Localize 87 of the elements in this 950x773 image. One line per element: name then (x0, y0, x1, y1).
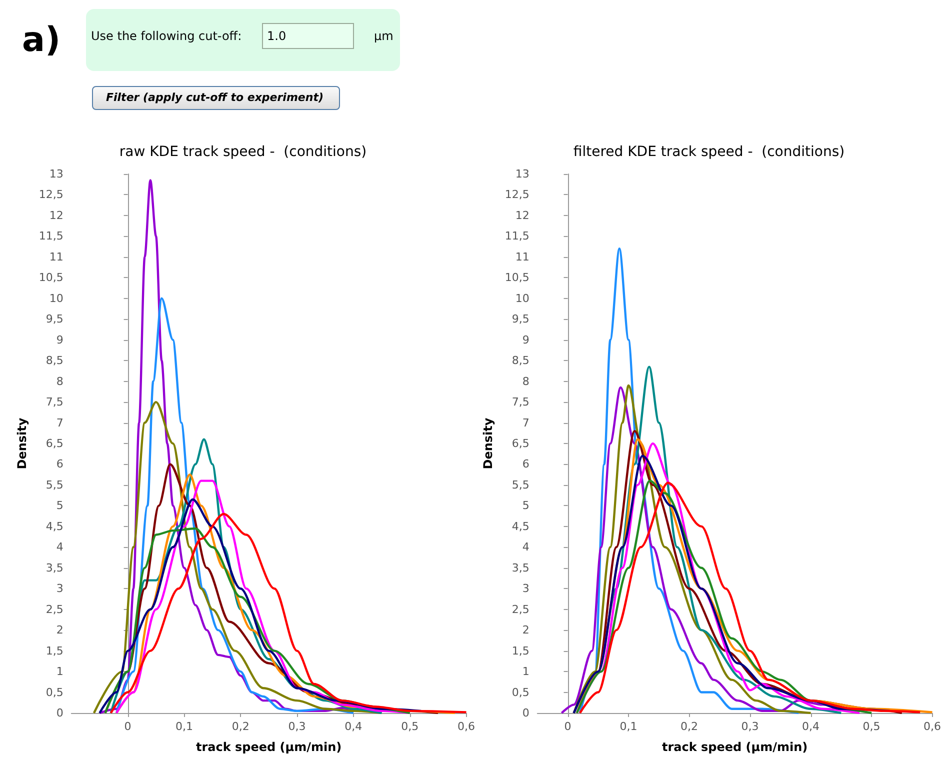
y-tick-label: 3,5 (512, 561, 530, 574)
settings-panel: Use the following cut-off: 1.0 µm (86, 9, 400, 71)
y-tick-label: 9 (56, 333, 64, 346)
y-tick-label: 3,5 (46, 561, 64, 574)
chart-title: raw KDE track speed - (conditions) (119, 144, 367, 160)
y-tick-label: 2,5 (512, 602, 530, 616)
y-tick-label: 12 (515, 208, 530, 222)
y-tick-label: 13 (515, 168, 530, 180)
line-series (572, 384, 812, 714)
y-tick-label: 8,5 (512, 354, 530, 368)
y-tick-label: 7 (522, 416, 530, 430)
y-tick-label: 8 (56, 374, 64, 388)
y-tick-label: 7,5 (46, 396, 64, 409)
line-series (104, 527, 411, 714)
y-tick-label: 9,5 (46, 312, 64, 326)
y-tick-label: 0 (522, 706, 530, 720)
y-tick-label: 8 (522, 374, 530, 388)
y-tick-label: 10 (515, 292, 530, 305)
y-tick-label: 4 (56, 540, 64, 554)
y-tick-label: 11,5 (504, 230, 530, 243)
y-tick-label: 10,5 (504, 271, 530, 284)
y-tick-label: 1,5 (46, 644, 64, 658)
y-tick-label: 4 (522, 540, 530, 554)
line-series (578, 482, 922, 714)
y-tick-label: 5,5 (46, 478, 64, 492)
y-tick-label: 7,5 (512, 396, 530, 409)
y-tick-label: 11 (49, 250, 64, 264)
y-tick-label: 10 (49, 292, 64, 305)
line-series (92, 400, 383, 714)
x-tick-label: 0,3 (741, 720, 759, 733)
y-tick-label: 7 (56, 416, 64, 430)
y-tick-label: 0,5 (512, 686, 530, 699)
x-tick-label: 0,2 (232, 720, 250, 733)
x-tick-label: 0,5 (401, 720, 419, 733)
x-axis-title: track speed (µm/min) (662, 740, 808, 754)
text: a) (22, 20, 60, 60)
y-tick-label: 9 (522, 333, 530, 346)
x-tick-label: 0,1 (175, 720, 193, 733)
y-tick-label: 4,5 (46, 520, 64, 533)
chart-title: filtered KDE track speed - (conditions) (573, 144, 845, 160)
y-tick-label: 1 (522, 665, 530, 678)
y-tick-label: 10,5 (38, 271, 64, 284)
y-tick-label: 1,5 (512, 644, 530, 658)
text: Filter (apply cut-off to experiment) (106, 91, 324, 104)
line-series (98, 498, 422, 714)
y-tick-label: 4,5 (512, 520, 530, 533)
line-series (115, 297, 355, 714)
line-series (110, 512, 468, 714)
x-tick-label: 0,1 (620, 720, 638, 733)
y-tick-label: 13 (49, 168, 64, 180)
y-tick-label: 8,5 (46, 354, 64, 368)
x-tick-label: 0,4 (802, 720, 820, 733)
y-tick-label: 12,5 (504, 188, 530, 202)
y-tick-label: 0 (56, 706, 64, 720)
x-tick-label: 0,4 (344, 720, 362, 733)
y-tick-label: 6,5 (46, 437, 64, 450)
y-tick-label: 5 (56, 499, 64, 512)
y-axis-title: Density (15, 418, 29, 470)
y-axis-title: Density (481, 418, 495, 470)
y-tick-label: 2 (522, 624, 530, 637)
y-tick-label: 6 (522, 458, 530, 471)
x-tick-label: 0,2 (680, 720, 698, 733)
y-tick-label: 2,5 (46, 602, 64, 616)
y-tick-label: 11 (515, 250, 530, 264)
line-series (578, 248, 800, 714)
y-tick-label: 2 (56, 624, 64, 637)
x-tick-label: 0,3 (288, 720, 306, 733)
x-tick-label: 0 (564, 720, 572, 733)
y-tick-label: 12,5 (38, 188, 64, 202)
x-tick-label: 0,6 (458, 720, 476, 733)
y-tick-label: 6,5 (512, 437, 530, 450)
x-axis-title: track speed (µm/min) (196, 740, 342, 754)
y-tick-label: 0,5 (46, 686, 64, 699)
y-tick-label: 9,5 (512, 312, 530, 326)
line-series (115, 480, 411, 714)
y-tick-label: 11,5 (38, 230, 64, 243)
y-tick-label: 6 (56, 458, 64, 471)
y-tick-label: 3 (522, 582, 530, 596)
y-tick-label: 5,5 (512, 478, 530, 492)
x-tick-label: 0,5 (862, 720, 880, 733)
line-series (576, 480, 873, 714)
y-tick-label: 12 (49, 208, 64, 222)
y-tick-label: 3 (56, 582, 64, 596)
y-tick-label: 1 (56, 665, 64, 678)
y-tick-label: 5 (522, 499, 530, 512)
x-tick-label: 0 (124, 720, 132, 733)
x-tick-label: 0,6 (924, 720, 942, 733)
